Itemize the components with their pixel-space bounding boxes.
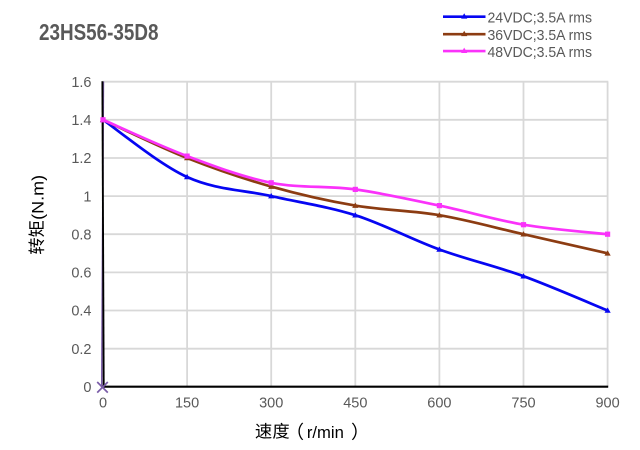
svg-text:150: 150 — [175, 396, 199, 412]
svg-text:0.6: 0.6 — [71, 266, 91, 282]
svg-text:450: 450 — [343, 396, 367, 412]
svg-text:300: 300 — [259, 396, 283, 412]
svg-text:48VDC;3.5A rms: 48VDC;3.5A rms — [488, 45, 593, 61]
svg-text:23HS56-35D8: 23HS56-35D8 — [39, 19, 159, 45]
svg-text:(N.m): (N.m) — [29, 175, 47, 220]
svg-text:1.2: 1.2 — [71, 151, 91, 167]
svg-text:750: 750 — [511, 396, 535, 412]
svg-text:24VDC;3.5A rms: 24VDC;3.5A rms — [488, 10, 593, 26]
svg-text:600: 600 — [427, 396, 451, 412]
svg-text:0: 0 — [83, 380, 91, 396]
svg-text:0: 0 — [99, 396, 107, 412]
svg-text:36VDC;3.5A rms: 36VDC;3.5A rms — [488, 28, 593, 44]
svg-text:0.8: 0.8 — [71, 227, 91, 243]
svg-text:900: 900 — [595, 396, 619, 412]
svg-text:1.4: 1.4 — [71, 113, 91, 129]
svg-text:1: 1 — [83, 189, 91, 205]
svg-text:0.2: 0.2 — [71, 342, 91, 358]
svg-text:0.4: 0.4 — [71, 304, 91, 320]
svg-text:1.6: 1.6 — [71, 75, 91, 91]
svg-text:r/min: r/min — [307, 424, 344, 442]
